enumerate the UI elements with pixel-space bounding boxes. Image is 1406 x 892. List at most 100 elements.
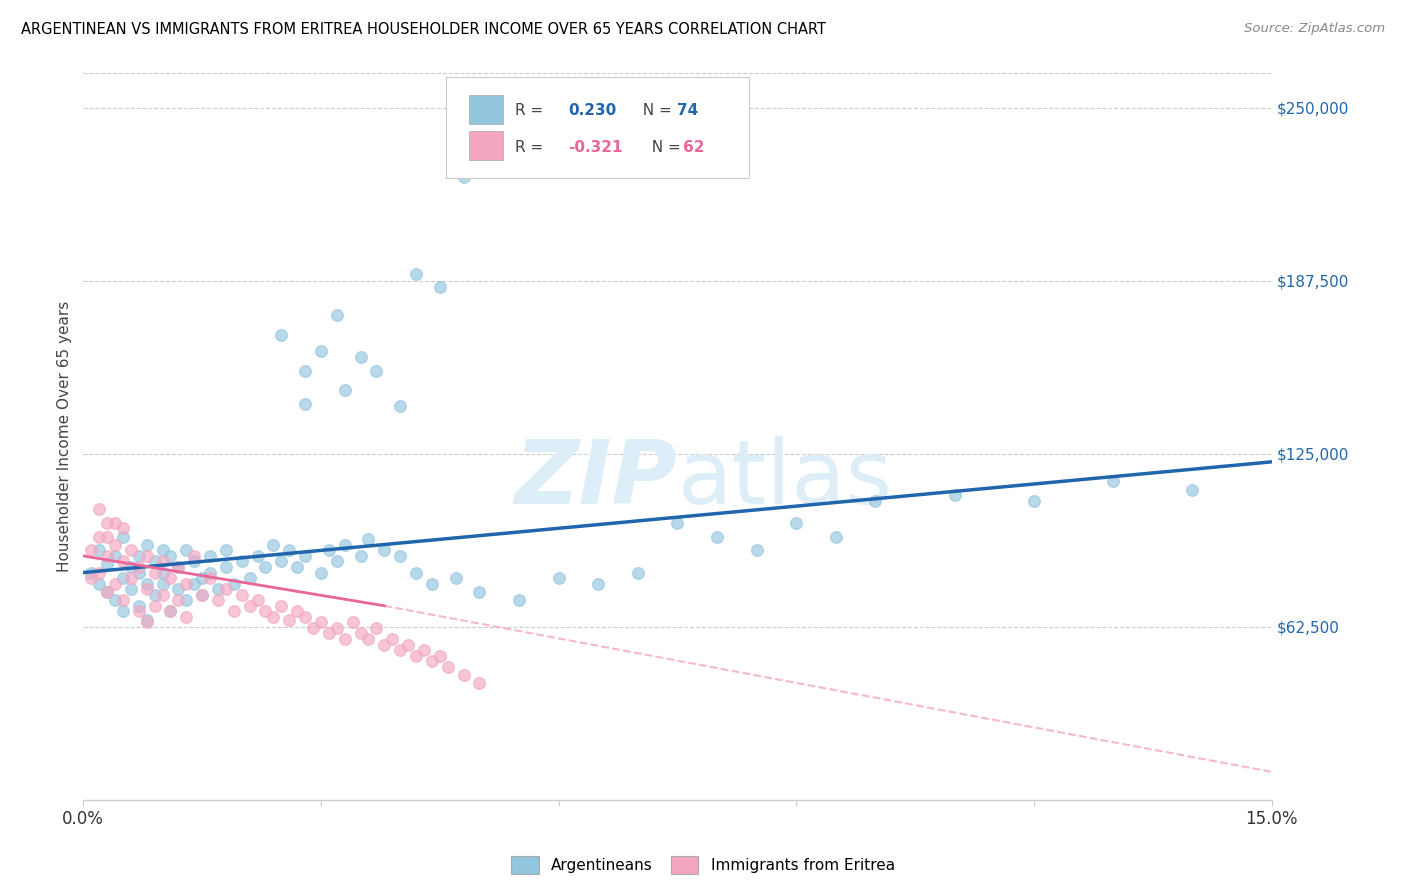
- Text: ARGENTINEAN VS IMMIGRANTS FROM ERITREA HOUSEHOLDER INCOME OVER 65 YEARS CORRELAT: ARGENTINEAN VS IMMIGRANTS FROM ERITREA H…: [21, 22, 827, 37]
- Point: [309, 566, 332, 580]
- Point: [96, 516, 118, 530]
- Point: [586, 576, 609, 591]
- Point: [318, 626, 340, 640]
- Point: [706, 530, 728, 544]
- Point: [666, 516, 689, 530]
- Point: [89, 502, 111, 516]
- Point: [111, 521, 134, 535]
- Point: [135, 549, 157, 563]
- Point: [373, 638, 395, 652]
- Point: [453, 169, 475, 184]
- Point: [270, 327, 292, 342]
- Point: [366, 621, 388, 635]
- Point: [207, 593, 229, 607]
- Point: [785, 516, 807, 530]
- Text: 0.230: 0.230: [568, 103, 616, 119]
- Point: [143, 554, 166, 568]
- Point: [128, 604, 150, 618]
- Point: [80, 566, 103, 580]
- Point: [174, 593, 197, 607]
- Point: [111, 530, 134, 544]
- Point: [1102, 474, 1125, 488]
- Point: [183, 554, 205, 568]
- Point: [270, 554, 292, 568]
- Point: [1022, 493, 1045, 508]
- Text: Source: ZipAtlas.com: Source: ZipAtlas.com: [1244, 22, 1385, 36]
- Point: [89, 530, 111, 544]
- FancyBboxPatch shape: [470, 131, 503, 161]
- Point: [120, 543, 142, 558]
- Point: [270, 599, 292, 613]
- Point: [89, 543, 111, 558]
- Point: [326, 554, 349, 568]
- Point: [294, 397, 316, 411]
- Point: [309, 344, 332, 359]
- Point: [152, 566, 174, 580]
- Point: [865, 493, 887, 508]
- Point: [294, 610, 316, 624]
- Point: [357, 632, 380, 646]
- Point: [429, 648, 451, 663]
- Point: [278, 613, 301, 627]
- Text: atlas: atlas: [678, 436, 893, 524]
- Point: [420, 654, 443, 668]
- Point: [159, 604, 181, 618]
- Point: [111, 604, 134, 618]
- Point: [120, 560, 142, 574]
- Point: [389, 400, 412, 414]
- Point: [96, 558, 118, 572]
- Point: [143, 599, 166, 613]
- Text: 74: 74: [678, 103, 699, 119]
- Point: [111, 554, 134, 568]
- Point: [120, 571, 142, 585]
- Point: [373, 543, 395, 558]
- Point: [405, 566, 427, 580]
- Point: [152, 576, 174, 591]
- Point: [152, 588, 174, 602]
- Text: ZIP: ZIP: [515, 436, 678, 524]
- Point: [167, 593, 190, 607]
- Point: [381, 632, 404, 646]
- Point: [222, 576, 245, 591]
- Point: [152, 543, 174, 558]
- Point: [215, 543, 238, 558]
- Point: [825, 530, 848, 544]
- Point: [159, 571, 181, 585]
- Point: [96, 585, 118, 599]
- Point: [135, 538, 157, 552]
- Point: [198, 549, 221, 563]
- Point: [349, 350, 371, 364]
- Point: [191, 588, 214, 602]
- Point: [207, 582, 229, 597]
- Point: [239, 571, 262, 585]
- Point: [104, 538, 127, 552]
- Point: [120, 582, 142, 597]
- Point: [943, 488, 966, 502]
- Point: [104, 549, 127, 563]
- Point: [389, 643, 412, 657]
- Point: [104, 516, 127, 530]
- Point: [128, 566, 150, 580]
- Point: [342, 615, 364, 630]
- Point: [89, 566, 111, 580]
- Point: [135, 576, 157, 591]
- Text: 62: 62: [683, 139, 704, 154]
- Point: [128, 599, 150, 613]
- Point: [159, 604, 181, 618]
- FancyBboxPatch shape: [470, 95, 503, 124]
- Point: [349, 626, 371, 640]
- Point: [420, 576, 443, 591]
- Point: [285, 560, 308, 574]
- Point: [444, 571, 467, 585]
- Point: [294, 363, 316, 377]
- Point: [191, 588, 214, 602]
- Point: [413, 643, 436, 657]
- Point: [405, 267, 427, 281]
- Point: [104, 593, 127, 607]
- Point: [96, 549, 118, 563]
- Legend: Argentineans, Immigrants from Eritrea: Argentineans, Immigrants from Eritrea: [505, 850, 901, 880]
- Point: [396, 638, 419, 652]
- Point: [231, 554, 253, 568]
- Point: [262, 538, 284, 552]
- Text: R =: R =: [515, 139, 548, 154]
